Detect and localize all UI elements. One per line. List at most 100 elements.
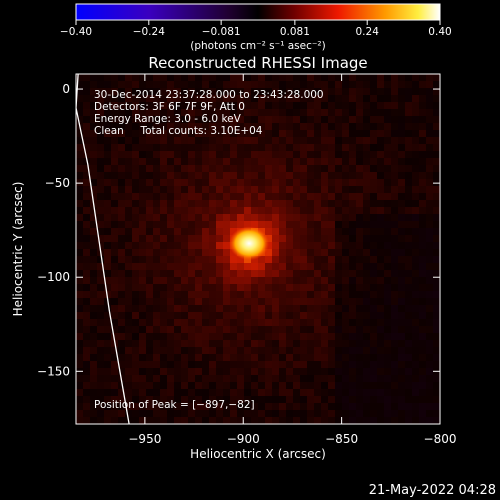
heatmap-cell: [223, 165, 230, 172]
heatmap-cell: [97, 95, 104, 102]
heatmap-cell: [356, 193, 363, 200]
heatmap-cell: [412, 172, 419, 179]
heatmap-cell: [223, 102, 230, 109]
heatmap-cell: [251, 410, 258, 417]
heatmap-cell: [377, 228, 384, 235]
heatmap-cell: [216, 165, 223, 172]
heatmap-cell: [202, 263, 209, 270]
heatmap-cell: [111, 158, 118, 165]
heatmap-cell: [111, 326, 118, 333]
heatmap-cell: [174, 256, 181, 263]
heatmap-cell: [104, 221, 111, 228]
heatmap-cell: [328, 410, 335, 417]
heatmap-cell: [300, 368, 307, 375]
heatmap-cell: [398, 228, 405, 235]
heatmap-cell: [307, 347, 314, 354]
heatmap-cell: [391, 102, 398, 109]
heatmap-cell: [139, 207, 146, 214]
heatmap-cell: [356, 284, 363, 291]
annotation-energy: Energy Range: 3.0 - 6.0 keV: [94, 113, 242, 125]
heatmap-cell: [426, 88, 433, 95]
y-tick-label: −150: [37, 364, 70, 378]
heatmap-cell: [286, 312, 293, 319]
heatmap-cell: [419, 375, 426, 382]
heatmap-cell: [118, 200, 125, 207]
heatmap-cell: [419, 95, 426, 102]
heatmap-cell: [174, 116, 181, 123]
heatmap-cell: [328, 81, 335, 88]
heatmap-cell: [132, 151, 139, 158]
heatmap-cell: [391, 95, 398, 102]
heatmap-cell: [90, 109, 97, 116]
heatmap-cell: [321, 298, 328, 305]
heatmap-cell: [118, 396, 125, 403]
heatmap-cell: [391, 144, 398, 151]
heatmap-cell: [118, 116, 125, 123]
heatmap-cell: [349, 396, 356, 403]
heatmap-cell: [321, 235, 328, 242]
heatmap-cell: [251, 123, 258, 130]
heatmap-cell: [314, 137, 321, 144]
heatmap-cell: [146, 179, 153, 186]
heatmap-cell: [307, 81, 314, 88]
heatmap-cell: [76, 361, 83, 368]
heatmap-cell: [384, 305, 391, 312]
heatmap-cell: [342, 228, 349, 235]
heatmap-cell: [433, 298, 440, 305]
heatmap-cell: [384, 172, 391, 179]
heatmap-cell: [349, 235, 356, 242]
heatmap-cell: [153, 410, 160, 417]
heatmap-cell: [433, 144, 440, 151]
heatmap-cell: [398, 333, 405, 340]
heatmap-cell: [188, 361, 195, 368]
heatmap-cell: [244, 263, 251, 270]
heatmap-cell: [433, 270, 440, 277]
heatmap-cell: [181, 207, 188, 214]
heatmap-cell: [90, 368, 97, 375]
heatmap-cell: [153, 165, 160, 172]
heatmap-cell: [412, 193, 419, 200]
heatmap-cell: [167, 81, 174, 88]
heatmap-cell: [377, 361, 384, 368]
heatmap-cell: [139, 102, 146, 109]
heatmap-cell: [398, 340, 405, 347]
heatmap-cell: [132, 389, 139, 396]
heatmap-cell: [314, 116, 321, 123]
heatmap-cell: [76, 144, 83, 151]
heatmap-cell: [335, 256, 342, 263]
heatmap-cell: [265, 403, 272, 410]
heatmap-cell: [76, 137, 83, 144]
heatmap-cell: [153, 130, 160, 137]
heatmap-cell: [412, 242, 419, 249]
heatmap-cell: [391, 326, 398, 333]
heatmap-cell: [349, 319, 356, 326]
heatmap-cell: [83, 158, 90, 165]
heatmap-cell: [132, 179, 139, 186]
heatmap-cell: [433, 389, 440, 396]
heatmap-cell: [300, 193, 307, 200]
heatmap-cell: [314, 165, 321, 172]
heatmap-cell: [97, 263, 104, 270]
heatmap-cell: [412, 214, 419, 221]
heatmap-cell: [356, 417, 363, 424]
heatmap-cell: [230, 144, 237, 151]
heatmap-cell: [335, 368, 342, 375]
heatmap-cell: [181, 116, 188, 123]
heatmap-cell: [384, 263, 391, 270]
heatmap-cell: [160, 74, 167, 81]
heatmap-cell: [202, 242, 209, 249]
heatmap-cell: [237, 116, 244, 123]
heatmap-cell: [384, 396, 391, 403]
heatmap-cell: [384, 417, 391, 424]
heatmap-cell: [174, 130, 181, 137]
heatmap-cell: [307, 340, 314, 347]
heatmap-cell: [97, 123, 104, 130]
heatmap-cell: [433, 333, 440, 340]
heatmap-cell: [356, 270, 363, 277]
heatmap-cell: [356, 312, 363, 319]
heatmap-cell: [258, 88, 265, 95]
heatmap-cell: [384, 291, 391, 298]
heatmap-cell: [314, 319, 321, 326]
heatmap-cell: [356, 354, 363, 361]
heatmap-cell: [377, 277, 384, 284]
